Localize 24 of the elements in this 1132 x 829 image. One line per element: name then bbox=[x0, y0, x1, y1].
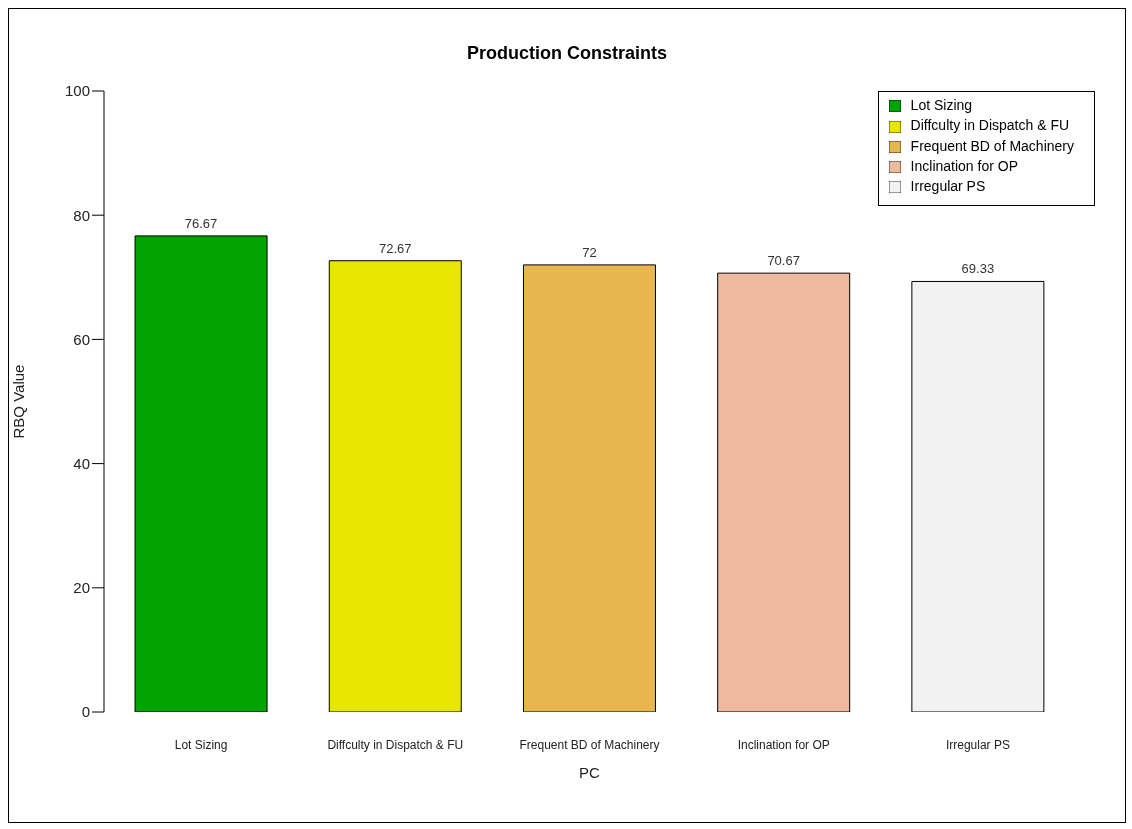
x-tick-label: Irregular PS bbox=[945, 737, 1010, 752]
data-label: 70.67 bbox=[767, 253, 800, 269]
y-tick-label: 20 bbox=[73, 579, 90, 597]
y-tick-label: 80 bbox=[73, 206, 90, 224]
x-tick-label: Inclination for OP bbox=[737, 737, 830, 752]
x-tick-label: Diffculty in Dispatch & FU bbox=[327, 737, 464, 752]
x-axis-title: PC bbox=[579, 764, 601, 781]
legend-label: Inclination for OP bbox=[910, 157, 1018, 174]
legend-label: Diffculty in Dispatch & FU bbox=[910, 117, 1070, 134]
data-label: 72 bbox=[582, 244, 597, 260]
y-axis-title: RBQ Value bbox=[10, 364, 28, 439]
x-tick-label: Lot Sizing bbox=[174, 737, 228, 752]
y-tick-label: 60 bbox=[73, 330, 90, 348]
x-tick-label: Frequent BD of Machinery bbox=[519, 737, 660, 752]
chart-title: Production Constraints bbox=[466, 43, 668, 64]
y-tick-label: 40 bbox=[73, 454, 90, 472]
y-tick-label: 100 bbox=[64, 82, 90, 100]
data-label: 72.67 bbox=[379, 240, 412, 256]
legend-label: Irregular PS bbox=[910, 178, 986, 195]
legend-label: Frequent BD of Machinery bbox=[910, 137, 1074, 154]
legend-label: Lot Sizing bbox=[910, 97, 973, 113]
data-label: 69.33 bbox=[961, 261, 995, 277]
data-label: 76.67 bbox=[184, 215, 218, 231]
y-tick-label: 0 bbox=[81, 703, 90, 721]
